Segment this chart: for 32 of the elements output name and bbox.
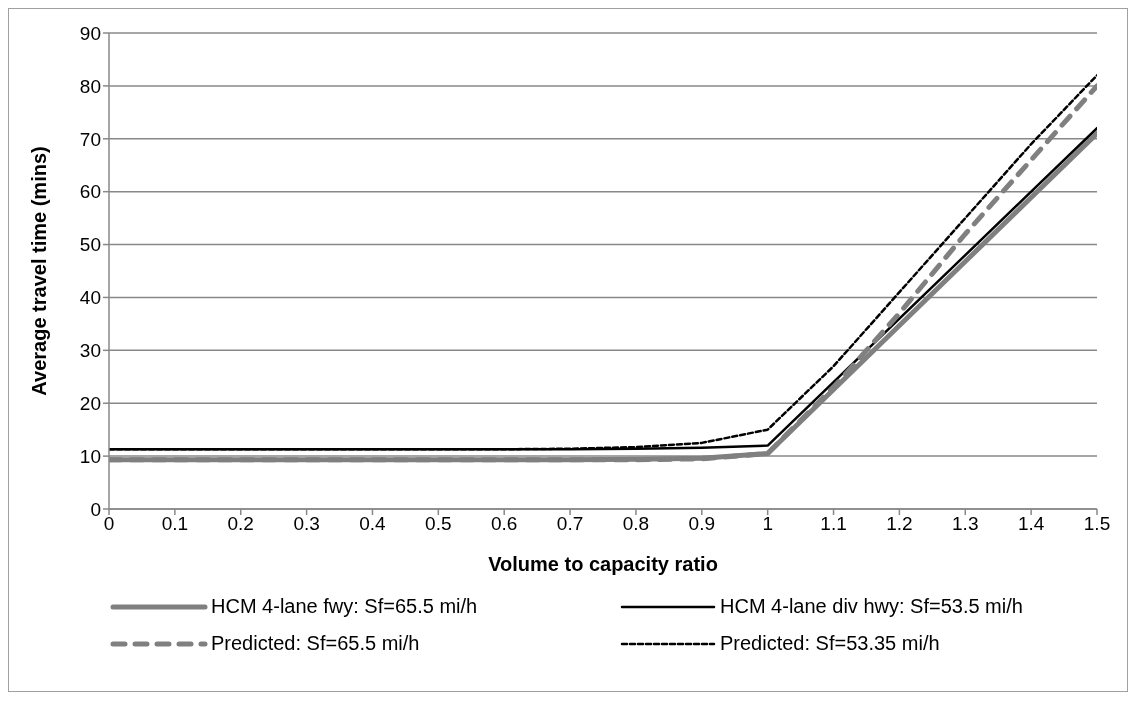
y-tick-label: 30 (79, 340, 101, 362)
y-tick-label: 70 (79, 128, 101, 150)
x-tick-label: 0.9 (688, 513, 716, 535)
x-tick-label: 1.3 (952, 513, 979, 535)
y-tick-label: 90 (79, 22, 101, 44)
x-tick-label: 0.2 (227, 513, 254, 535)
x-tick-label: 1.2 (886, 513, 913, 535)
y-axis-title: Average travel time (mins) (28, 146, 51, 396)
x-tick-label: 1.1 (820, 513, 847, 535)
y-tick-label: 60 (79, 181, 101, 203)
legend-label: Predicted: Sf=53.35 mi/h (720, 632, 940, 655)
y-tick-label: 0 (90, 498, 101, 520)
x-tick-label: 0.8 (622, 513, 650, 535)
x-tick-label: 0.4 (359, 513, 387, 535)
y-tick-label: 50 (79, 234, 101, 256)
x-tick-label: 0.5 (425, 513, 452, 535)
x-axis-title: Volume to capacity ratio (488, 553, 718, 575)
y-tick-label: 40 (79, 287, 101, 309)
x-tick-label: 1.5 (1083, 513, 1111, 535)
y-tick-label: 80 (79, 75, 101, 97)
x-tick-label: 0.3 (293, 513, 320, 535)
y-tick-label: 20 (79, 392, 101, 414)
x-tick-label: 1 (762, 513, 773, 535)
x-tick-label: 1.4 (1017, 513, 1045, 535)
x-tick-label: 0.7 (556, 513, 584, 535)
legend-label: HCM 4-lane div hwy: Sf=53.5 mi/h (720, 595, 1023, 618)
x-tick-label: 0 (103, 513, 115, 535)
x-tick-label: 0.6 (490, 513, 518, 535)
legend-label: Predicted: Sf=65.5 mi/h (211, 632, 420, 655)
legend-label: HCM 4-lane fwy: Sf=65.5 mi/h (211, 595, 478, 618)
x-tick-label: 0.1 (161, 513, 189, 535)
y-tick-label: 10 (79, 445, 101, 467)
